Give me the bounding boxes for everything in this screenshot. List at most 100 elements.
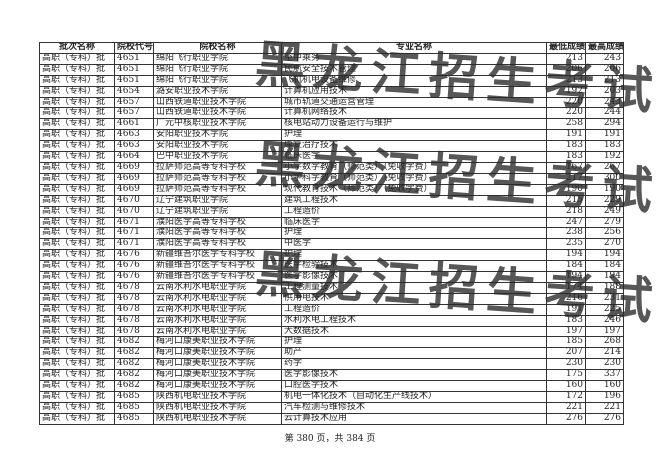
cell-min-score: 174 — [546, 281, 586, 294]
cell-max-score: 256 — [585, 227, 624, 240]
cell-batch: 高职（专科）批 — [39, 238, 115, 251]
cell-max-score: 231 — [585, 292, 624, 305]
cell-batch: 高职（专科）批 — [39, 303, 115, 316]
cell-batch: 高职（专科）批 — [39, 161, 115, 174]
cell-min-score: 230 — [546, 358, 586, 371]
cell-school-code: 4682 — [114, 358, 154, 371]
table-header-row: 批次名称 院校代号 院校名称 专业名称 最低成绩 最高成绩 — [39, 42, 624, 54]
cell-major-name: 现代教育技术（师范类）（免收学费） — [281, 183, 547, 196]
cell-school-code: 4678 — [114, 303, 154, 316]
cell-school-code: 4682 — [114, 336, 154, 349]
table-row: 高职（专科）批 4664 巴中职业技术学院 临床医学 183 192 — [39, 151, 624, 163]
cell-min-score: 247 — [546, 216, 586, 229]
cell-batch: 高职（专科）批 — [39, 281, 115, 294]
table-row: 高职（专科）批 4671 濮阳医学高等专科学校 护理 238 256 — [39, 227, 624, 240]
cell-batch: 高职（专科）批 — [39, 249, 115, 262]
cell-major-name: 空中乘务 — [281, 52, 547, 65]
header-school-code: 院校代号 — [114, 42, 154, 54]
cell-school-name: 新疆维吾尔医学专科学校 — [153, 260, 282, 273]
cell-major-name: 医学影像技术 — [281, 271, 547, 283]
cell-major-name: 临床医学 — [281, 216, 547, 229]
cell-school-code: 4657 — [114, 107, 154, 120]
cell-batch: 高职（专科）批 — [39, 271, 115, 283]
cell-max-score: 225 — [585, 303, 624, 316]
cell-batch: 高职（专科）批 — [39, 183, 115, 196]
cell-major-name: 医学检验技术 — [281, 260, 547, 273]
cell-school-code: 4671 — [114, 227, 154, 240]
table-row: 高职（专科）批 4661 广元中核职业技术学院 核电站动力设备运行与维护 258 294 — [39, 118, 624, 131]
cell-school-name: 山西铁道职业技术学院 — [153, 96, 282, 109]
table-row: 高职（专科）批 4682 梅河口康美职业技术学院 护理 185 268 — [39, 336, 624, 349]
table-row: 高职（专科）批 4676 新疆维吾尔医学专科学校 医学影像技术 194 194 — [39, 271, 624, 283]
cell-min-score: 207 — [546, 347, 586, 360]
cell-min-score: 190 — [546, 183, 586, 196]
cell-major-name: 民航安全技术管理 — [281, 63, 547, 76]
cell-min-score: 191 — [546, 303, 586, 316]
cell-school-code: 4663 — [114, 129, 154, 142]
header-major-name: 专业名称 — [281, 42, 547, 54]
table-row: 高职（专科）批 4682 梅河口康美职业技术学院 药学 230 230 — [39, 358, 624, 371]
table-row: 高职（专科）批 4671 濮阳医学高等专科学校 临床医学 247 279 — [39, 216, 624, 229]
cell-school-code: 4670 — [114, 194, 154, 207]
cell-school-code: 4669 — [114, 172, 154, 185]
cell-min-score: 220 — [546, 96, 586, 109]
cell-batch: 高职（专科）批 — [39, 380, 115, 392]
cell-major-name: 建筑工程技术 — [281, 194, 547, 207]
cell-batch: 高职（专科）批 — [39, 151, 115, 163]
table-row: 高职（专科）批 4669 拉萨师范高等专科学校 现代教育技术（师范类）（免收学费） 19… — [39, 183, 624, 196]
cell-major-name: 水利水电工程技术 — [281, 314, 547, 327]
cell-school-name: 拉萨师范高等专科学校 — [153, 161, 282, 174]
cell-min-score: 192 — [546, 85, 586, 98]
cell-max-score: 246 — [585, 314, 624, 327]
cell-max-score: 213 — [585, 74, 624, 87]
cell-max-score: 194 — [585, 249, 624, 262]
cell-batch: 高职（专科）批 — [39, 412, 115, 425]
cell-min-score: 183 — [546, 151, 586, 163]
cell-school-name: 新疆维吾尔医学专科学校 — [153, 249, 282, 262]
cell-school-name: 梅河口康美职业技术学院 — [153, 380, 282, 392]
cell-batch: 高职（专科）批 — [39, 401, 115, 414]
cell-school-code: 4657 — [114, 96, 154, 109]
cell-max-score: 196 — [585, 391, 624, 403]
cell-school-code: 4678 — [114, 314, 154, 327]
table-row: 高职（专科）批 4657 山西铁道职业技术学院 计算机网络技术 220 244 — [39, 107, 624, 120]
page-footer: 第 380 页，共 384 页 — [284, 434, 376, 444]
cell-school-code: 4685 — [114, 401, 154, 414]
cell-batch: 高职（专科）批 — [39, 129, 115, 142]
table-row: 高职（专科）批 4682 梅河口康美职业技术学院 助产 207 214 — [39, 347, 624, 360]
cell-max-score: 243 — [585, 96, 624, 109]
cell-school-name: 绵阳飞行职业学院 — [153, 52, 282, 65]
table-row: 高职（专科）批 4671 濮阳医学高等专科学校 中医学 235 270 — [39, 238, 624, 251]
cell-min-score: 184 — [546, 260, 586, 273]
cell-major-name: 城市轨道交通运营管理 — [281, 96, 547, 109]
cell-min-score: 276 — [546, 412, 586, 425]
cell-major-name: 护理 — [281, 129, 547, 142]
cell-max-score: 184 — [585, 260, 624, 273]
cell-min-score: 258 — [546, 118, 586, 131]
cell-school-name: 濮阳医学高等专科学校 — [153, 216, 282, 229]
cell-max-score: 276 — [585, 412, 624, 425]
cell-school-name: 陕西机电职业技术学院 — [153, 391, 282, 403]
cell-min-score: 218 — [546, 205, 586, 218]
cell-batch: 高职（专科）批 — [39, 96, 115, 109]
cell-batch: 高职（专科）批 — [39, 172, 115, 185]
table-row: 高职（专科）批 4678 云南水利水电职业学院 工程造价 191 225 — [39, 303, 624, 316]
table-row: 高职（专科）批 4685 陕西机电职业技术学院 机电一体化技术（自动化生产线技术） 17… — [39, 391, 624, 403]
cell-max-score: 194 — [585, 271, 624, 283]
cell-min-score: 217 — [546, 172, 586, 185]
cell-school-code: 4678 — [114, 281, 154, 294]
table-row: 高职（专科）批 4654 潞安职业技术学院 计算机应用技术 192 203 — [39, 85, 624, 98]
cell-school-code: 4651 — [114, 52, 154, 65]
cell-min-score: 191 — [546, 129, 586, 142]
cell-school-code: 4676 — [114, 249, 154, 262]
cell-major-name: 中医学 — [281, 238, 547, 251]
cell-batch: 高职（专科）批 — [39, 314, 115, 327]
cell-min-score: 172 — [546, 391, 586, 403]
cell-max-score: 294 — [585, 118, 624, 131]
cell-school-name: 陕西机电职业技术学院 — [153, 412, 282, 425]
cell-school-code: 4682 — [114, 380, 154, 392]
cell-batch: 高职（专科）批 — [39, 325, 115, 338]
cell-school-code: 4671 — [114, 238, 154, 251]
cell-major-name: 供用电技术 — [281, 292, 547, 305]
cell-min-score: 216 — [546, 292, 586, 305]
